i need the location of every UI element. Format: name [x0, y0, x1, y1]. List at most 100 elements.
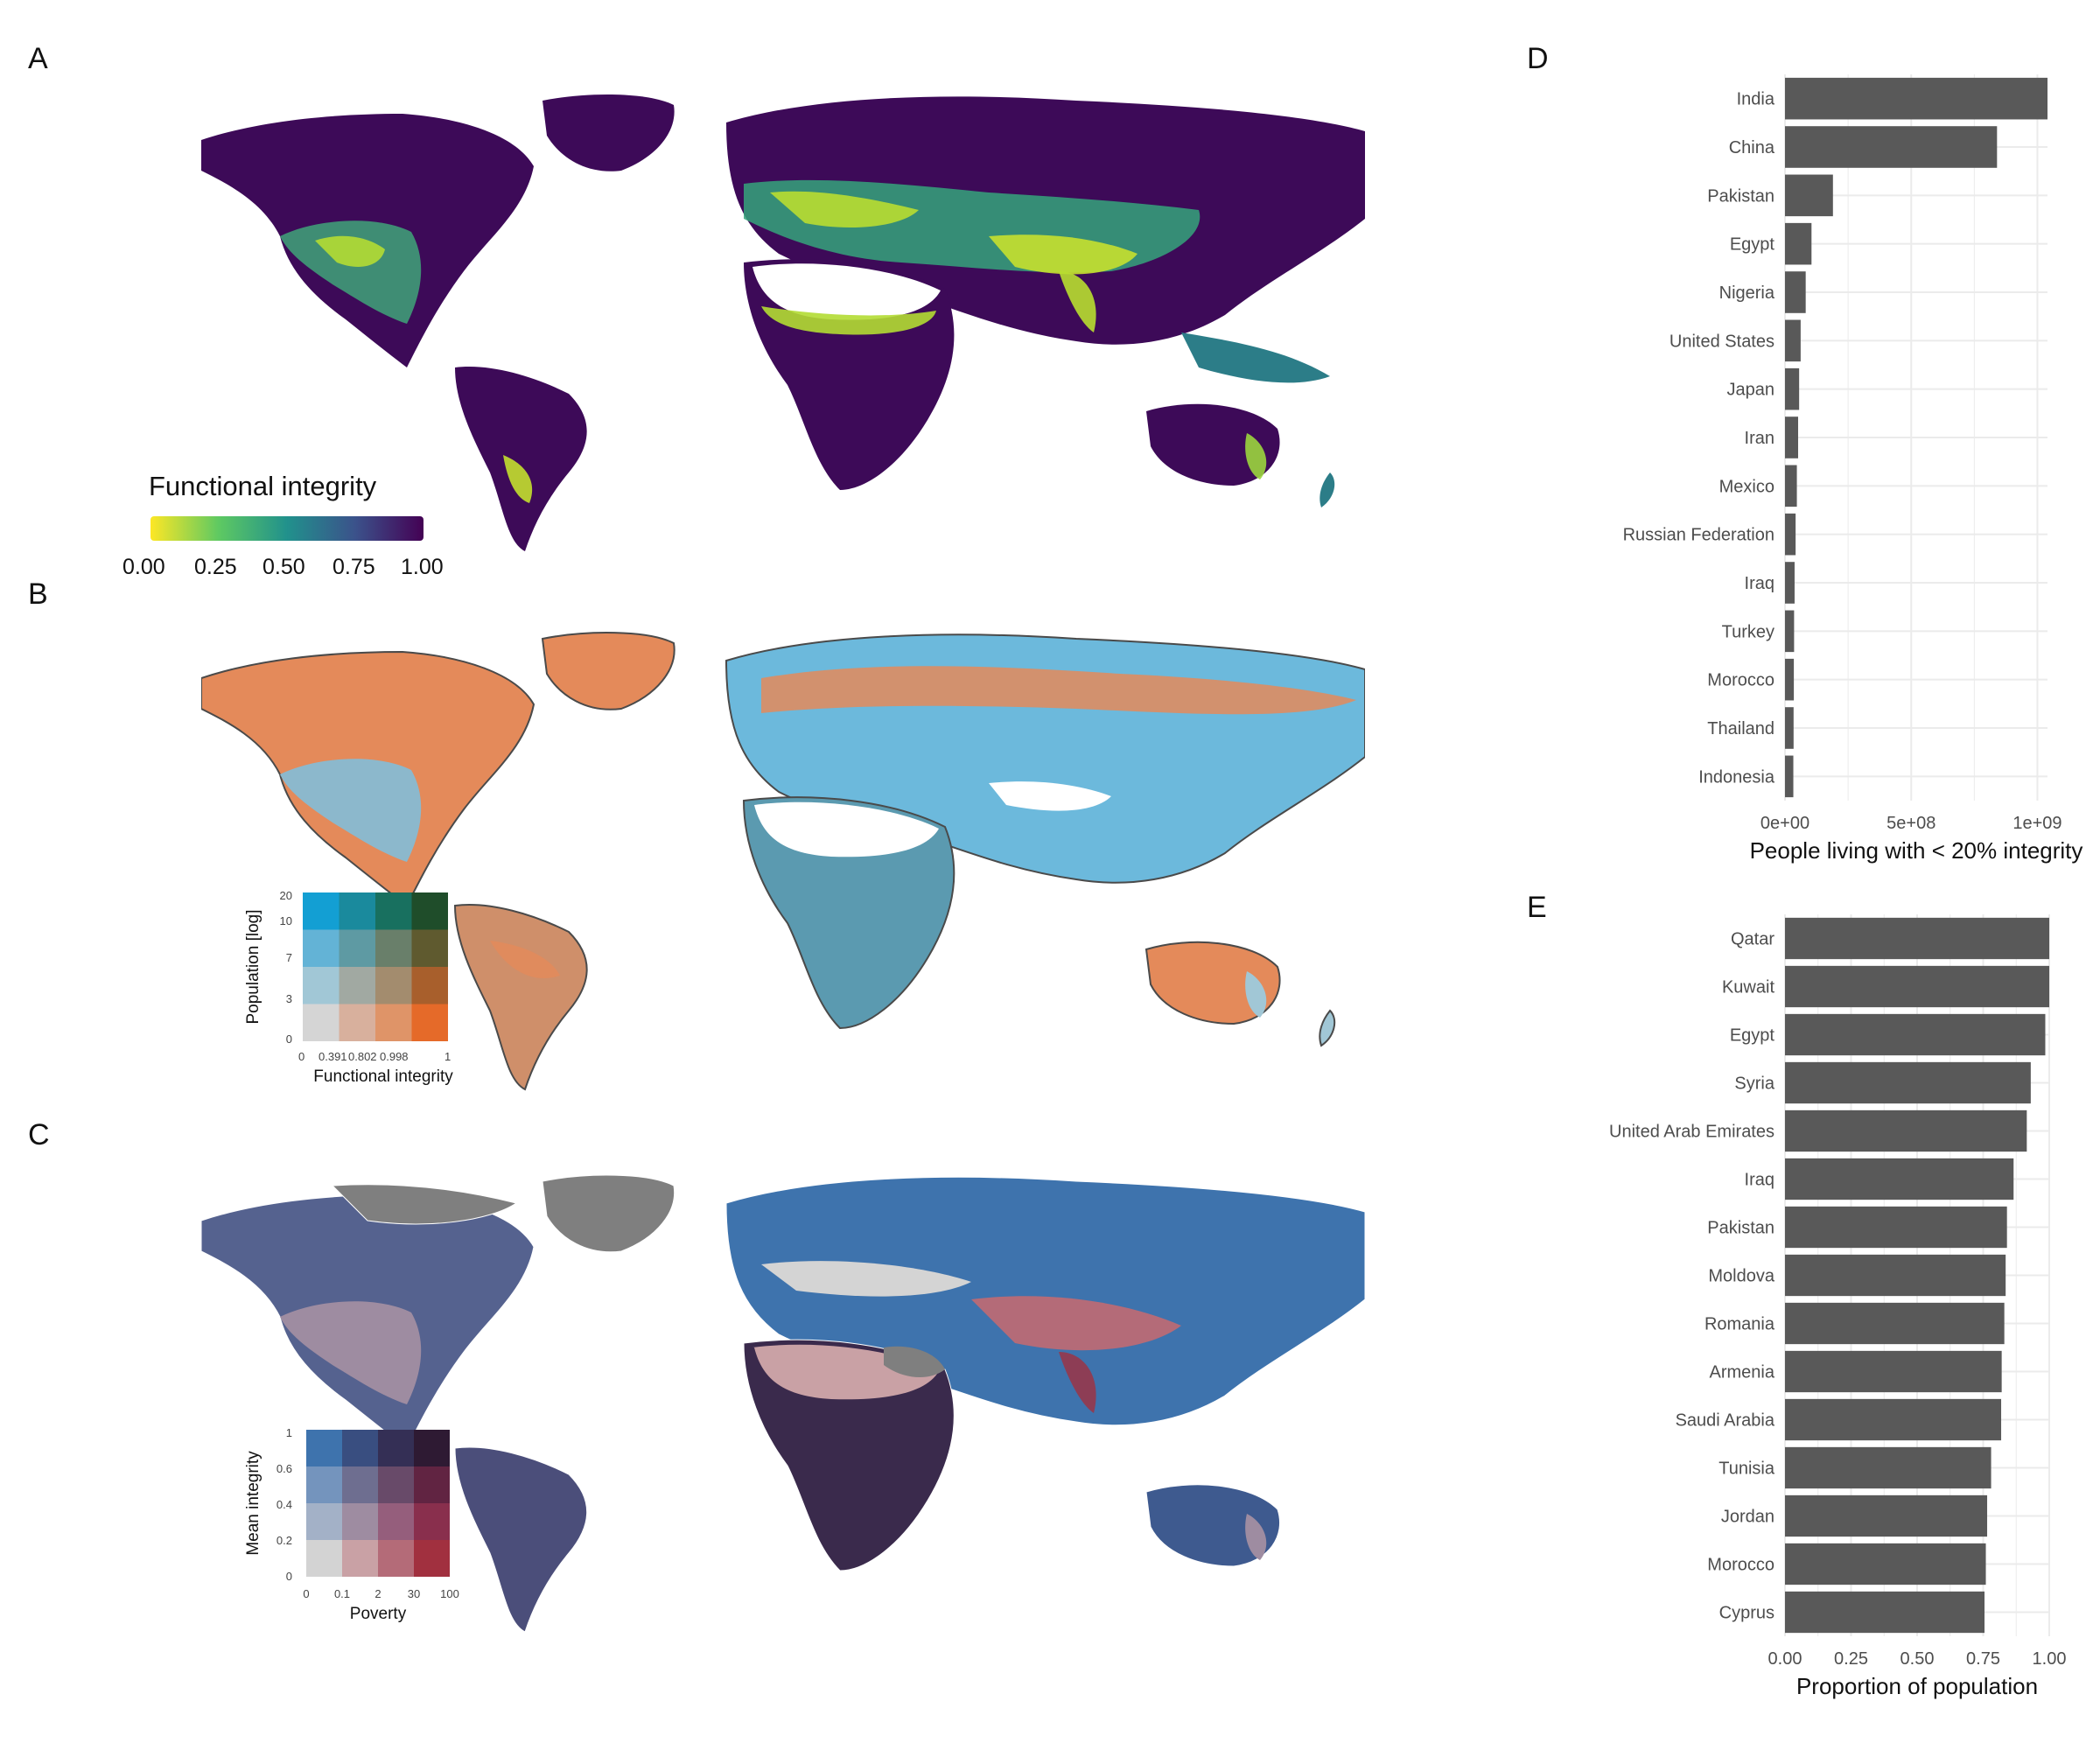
legend-tick: 0.75: [332, 555, 375, 579]
bar: [1785, 174, 1833, 217]
continent-australia: [1146, 403, 1280, 486]
legend-b-x-title: Functional integrity: [313, 1068, 453, 1086]
bar: [1785, 707, 1794, 749]
bar: [1785, 416, 1798, 458]
x-tick-label: 0.50: [1900, 1649, 1935, 1669]
category-label: Moldova: [1708, 1267, 1774, 1286]
y-tick: 20: [280, 889, 292, 902]
legend-cell: [414, 1466, 450, 1503]
bar: [1785, 1398, 2002, 1441]
legend-cell: [342, 1540, 378, 1577]
north-america-farmland: [280, 220, 422, 324]
x-tick-label: 1.00: [2033, 1649, 2067, 1669]
x-tick-label: 0.25: [1834, 1649, 1868, 1669]
x-tick-label: 0.00: [1768, 1649, 1802, 1669]
continent-africa: [742, 796, 956, 1030]
bar: [1785, 1350, 2002, 1393]
legend-cell: [339, 1004, 375, 1041]
legend-cell: [375, 1004, 412, 1041]
continent-south-america: [453, 904, 588, 1091]
y-tick: 0.6: [276, 1462, 292, 1475]
population-integrity-legend: 20 10 7 3 0 0 0.391 0.802 0.998 1 Functi…: [244, 889, 453, 1086]
bar: [1785, 126, 1998, 168]
legend-cell: [306, 1430, 342, 1466]
category-label: China: [1729, 138, 1775, 158]
legend-cell: [303, 892, 340, 930]
category-label: Indonesia: [1698, 767, 1775, 787]
bar: [1785, 1446, 1992, 1489]
x-tick: 0.998: [380, 1050, 409, 1063]
panel-label-a: A: [28, 42, 48, 75]
legend-cell: [306, 1540, 342, 1577]
population-integrity-map: [201, 632, 1365, 1091]
legend-cell: [306, 1503, 342, 1540]
bar: [1785, 222, 1812, 265]
legend-tick: 1.00: [401, 555, 444, 579]
category-label: Thailand: [1707, 719, 1774, 738]
legend-c-x-title: Poverty: [350, 1605, 407, 1623]
x-tick-label: 0e+00: [1760, 814, 1810, 833]
legend-b-x-ticks: 0 0.391 0.802 0.998 1: [298, 1050, 451, 1063]
legend-cell: [303, 967, 340, 1004]
x-tick-label: 1e+09: [2012, 814, 2062, 833]
panel-label-e: E: [1527, 891, 1547, 924]
category-label: Iraq: [1745, 1171, 1774, 1190]
category-label: Morocco: [1707, 1556, 1774, 1575]
category-label: Japan: [1727, 381, 1775, 400]
bar: [1785, 755, 1794, 798]
category-label: Mexico: [1719, 477, 1774, 496]
integrity-colorbar: [150, 516, 424, 541]
bar: [1785, 1254, 2006, 1297]
legend-cell: [342, 1430, 378, 1466]
y-tick: 10: [280, 914, 292, 928]
bar: [1785, 319, 1801, 362]
x-axis-title: People living with < 20% integrity: [1750, 837, 2083, 864]
continent-greenland: [541, 632, 676, 710]
category-label: India: [1737, 90, 1775, 109]
x-tick: 0: [303, 1587, 309, 1600]
bar: [1785, 1302, 2005, 1345]
y-tick: 0.4: [276, 1498, 292, 1511]
category-label: Egypt: [1730, 235, 1775, 255]
legend-cell: [411, 892, 448, 930]
bar: [1785, 610, 1795, 653]
y-tick: 0: [286, 1570, 292, 1583]
legend-cell: [411, 929, 448, 967]
sahara-desert: [752, 263, 941, 320]
bar: [1785, 1543, 1986, 1586]
legend-b-y-ticks: 20 10 7 3 0: [280, 889, 292, 1046]
bivariate-grid-c: [306, 1430, 450, 1577]
category-label: Jordan: [1721, 1508, 1774, 1527]
category-label: Pakistan: [1707, 186, 1774, 206]
legend-cell: [378, 1430, 414, 1466]
x-axis-title: Proportion of population: [1796, 1673, 2038, 1699]
legend-c-x-ticks: 0 0.1 2 30 100: [303, 1587, 458, 1600]
bar: [1785, 1013, 2046, 1056]
category-label: Romania: [1704, 1315, 1775, 1334]
legend-cell: [411, 1004, 448, 1041]
continent-greenland: [542, 1174, 676, 1253]
category-label: United States: [1670, 332, 1774, 351]
x-tick: 2: [374, 1587, 381, 1600]
category-label: Kuwait: [1722, 978, 1774, 998]
legend-cell: [339, 929, 375, 967]
bar: [1785, 465, 1797, 508]
category-label: Armenia: [1710, 1363, 1775, 1382]
integrity-map: [201, 94, 1365, 551]
panel-label-c: C: [28, 1118, 50, 1152]
legend-cell: [414, 1503, 450, 1540]
bar: [1785, 1591, 1985, 1634]
legend-cell: [339, 892, 375, 930]
sahara-desert: [754, 802, 939, 858]
bar: [1785, 658, 1795, 701]
category-label: United Arab Emirates: [1609, 1123, 1774, 1142]
category-label: Saudi Arabia: [1676, 1411, 1775, 1431]
continent-south-america: [455, 367, 587, 551]
bar: [1785, 562, 1795, 604]
chart-e-population-proportion: Qatar Kuwait Egypt Syria United Arab Emirate…: [1609, 914, 2067, 1699]
continent-greenland: [542, 94, 675, 172]
legend-tick: 0.25: [194, 555, 237, 579]
category-label: Iran: [1745, 429, 1774, 448]
legend-cell: [303, 1004, 340, 1041]
category-label: Syria: [1734, 1074, 1774, 1094]
